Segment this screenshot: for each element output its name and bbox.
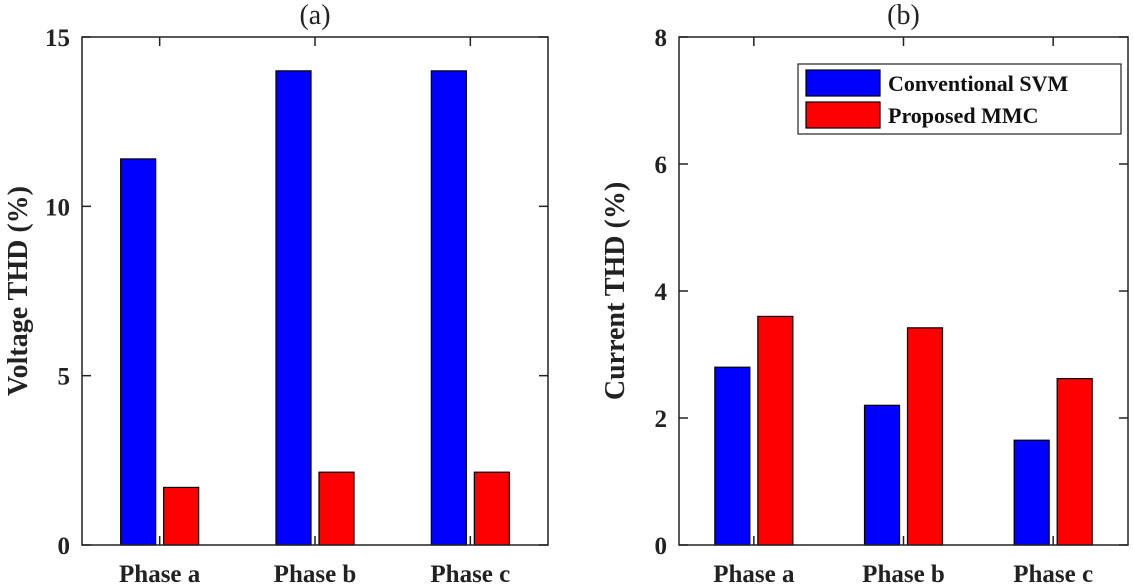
bar-conventional-svm-phase-c bbox=[430, 70, 467, 546]
bar-proposed-mmc-phase-c bbox=[473, 471, 510, 546]
chart-panel-a: Phase a Phase b Phase c 0 5 10 15 Voltage THD (… bbox=[3, 0, 549, 586]
panel-title: (a) bbox=[299, 0, 330, 31]
bar-conventional-svm-phase-b bbox=[275, 70, 312, 546]
y-tick-label: 10 bbox=[45, 194, 70, 221]
bar-proposed-mmc-phase-b bbox=[906, 327, 944, 546]
y-tick-label: 0 bbox=[58, 533, 71, 560]
legend: Conventional SVM Proposed MMC bbox=[797, 63, 1122, 135]
legend-label-conventional-svm: Conventional SVM bbox=[888, 71, 1069, 96]
legend-label-proposed-mmc: Proposed MMC bbox=[888, 103, 1039, 128]
bar-proposed-mmc-phase-c bbox=[1056, 378, 1093, 546]
y-tick-label: 0 bbox=[655, 533, 668, 560]
y-tick-label: 6 bbox=[655, 152, 668, 179]
y-tick-label: 8 bbox=[655, 25, 668, 52]
bar-proposed-mmc-phase-a bbox=[163, 486, 200, 546]
y-tick-label: 4 bbox=[655, 279, 668, 306]
x-tick-label: Phase c bbox=[430, 561, 510, 586]
bar-conventional-svm-phase-b bbox=[863, 404, 901, 546]
x-tick-label: Phase b bbox=[274, 561, 357, 586]
legend-swatch-proposed-mmc bbox=[805, 101, 881, 129]
bar-proposed-mmc-phase-b bbox=[318, 471, 355, 546]
y-tick-label: 15 bbox=[45, 25, 70, 52]
y-axis-title: Current THD (%) bbox=[600, 182, 631, 400]
x-tick-label: Phase b bbox=[862, 561, 945, 586]
y-tick-label: 2 bbox=[655, 406, 668, 433]
bar-conventional-svm-phase-a bbox=[120, 158, 157, 546]
panel-title: (b) bbox=[887, 0, 920, 31]
x-tick-label: Phase a bbox=[119, 561, 201, 586]
x-tick-label: Phase c bbox=[1013, 561, 1093, 586]
legend-swatch-conventional-svm bbox=[805, 69, 881, 97]
x-tick-label: Phase a bbox=[713, 561, 795, 586]
chart-panel-b: Phase a Phase b Phase c 0 2 4 6 8 Current THD (%… bbox=[600, 0, 1129, 586]
y-axis-title: Voltage THD (%) bbox=[3, 186, 34, 396]
y-tick-label: 5 bbox=[58, 364, 71, 391]
bar-proposed-mmc-phase-a bbox=[757, 315, 794, 546]
bar-conventional-svm-phase-a bbox=[714, 366, 751, 546]
bar-conventional-svm-phase-c bbox=[1013, 439, 1050, 546]
